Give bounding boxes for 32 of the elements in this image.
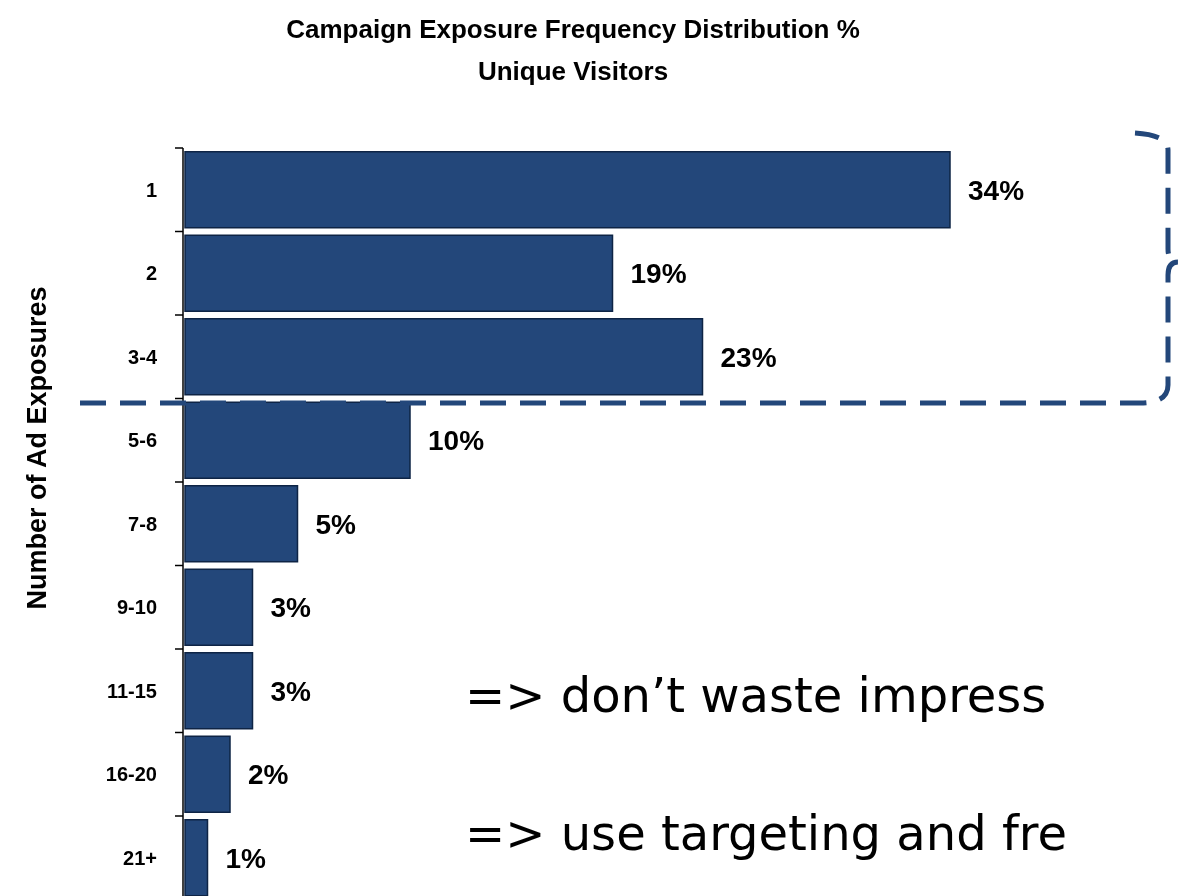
bar [184,819,209,896]
y-tick-label: 9-10 [116,596,157,619]
y-tick-label: 1 [145,178,157,201]
y-tick-label: 2 [145,262,157,285]
bar [184,735,231,813]
chart-title: Campaign Exposure Frequency Distribution % [286,14,860,44]
y-tick-label: 5-6 [128,429,157,452]
annotation: => don’t waste impress [465,667,1047,723]
bar [184,151,951,229]
data-label: 10% [428,425,485,457]
data-label: 5% [315,508,357,540]
y-tick-label: 21+ [123,846,157,869]
y-tick-label: 16-20 [105,763,157,786]
chart-subtitle: Unique Visitors [477,56,669,86]
data-label: 34% [968,174,1025,206]
data-label: 2% [248,759,289,791]
bar [184,234,614,312]
data-label: 1% [225,842,267,874]
bar [184,401,411,479]
y-tick-label: 3-4 [128,345,158,368]
bar [184,652,254,730]
data-label: 3% [270,675,312,707]
data-label: 3% [270,592,312,624]
bar [184,568,254,646]
data-label: 23% [720,341,777,373]
bar [184,318,704,396]
annotation: => use targeting and fre [465,805,1068,861]
y-tick-label: 7-8 [128,512,157,535]
bar [184,485,299,563]
data-label: 19% [630,258,687,290]
y-axis-title: Number of Ad Exposures [22,286,52,610]
y-tick-label: 11-15 [106,679,157,702]
